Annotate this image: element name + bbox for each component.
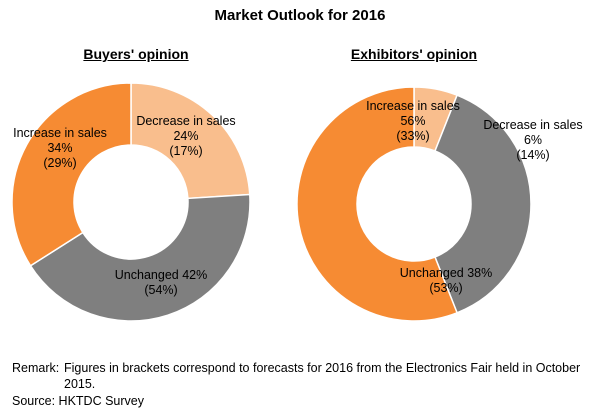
data-label-line: Increase in sales bbox=[13, 126, 107, 140]
source-note: Source: HKTDC Survey bbox=[12, 394, 144, 408]
data-label-line: 56% bbox=[400, 114, 425, 128]
data-label-unchanged: Unchanged 42% (54%) bbox=[115, 268, 207, 297]
donut-chart-exhibitors: Decrease in sales 6% (14%) Unchanged 38% (53… bbox=[296, 86, 583, 322]
data-label-line: (54%) bbox=[144, 283, 177, 297]
data-label-line: Decrease in sales bbox=[483, 118, 582, 132]
chart-title: Market Outlook for 2016 bbox=[214, 7, 386, 24]
data-label-line: 24% bbox=[173, 129, 198, 143]
data-label-line: Decrease in sales bbox=[136, 114, 235, 128]
data-label-increase-in-sales: Increase in sales 34% (29%) bbox=[13, 126, 107, 170]
data-label-increase-in-sales: Increase in sales 56% (33%) bbox=[366, 99, 460, 143]
data-label-line: 6% bbox=[524, 133, 542, 147]
slice-unchanged bbox=[434, 94, 532, 314]
data-label-decrease-in-sales: Decrease in sales 6% (14%) bbox=[483, 118, 582, 162]
data-label-unchanged: Unchanged 38% (53%) bbox=[400, 266, 492, 295]
data-label-line: Unchanged 42% bbox=[115, 268, 207, 282]
slice-unchanged bbox=[29, 193, 251, 322]
remark-text: Figures in brackets correspond to foreca… bbox=[64, 361, 581, 391]
data-label-line: (53%) bbox=[429, 281, 462, 295]
remark-label: Remark: bbox=[12, 361, 60, 375]
data-label-line: (33%) bbox=[396, 129, 429, 143]
donut-chart-buyers: Decrease in sales 24% (17%) Unchanged 42% (5… bbox=[11, 82, 251, 322]
data-label-line: (14%) bbox=[516, 148, 549, 162]
slice-increase-in-sales bbox=[296, 86, 459, 322]
exhibitors-opinion-title: Exhibitors' opinion bbox=[350, 46, 478, 62]
data-label-line: (17%) bbox=[169, 144, 202, 158]
data-label-line: Unchanged 38% bbox=[400, 266, 492, 280]
remark: Remark: Figures in brackets correspond t… bbox=[12, 360, 592, 392]
buyers-opinion-title: Buyers' opinion bbox=[83, 46, 189, 62]
data-label-line: 34% bbox=[47, 141, 72, 155]
data-label-line: (29%) bbox=[43, 156, 76, 170]
data-label-decrease-in-sales: Decrease in sales 24% (17%) bbox=[136, 114, 235, 158]
slice-decrease-in-sales bbox=[130, 82, 251, 200]
slice-increase-in-sales bbox=[11, 82, 132, 267]
data-label-line: Increase in sales bbox=[366, 99, 460, 113]
